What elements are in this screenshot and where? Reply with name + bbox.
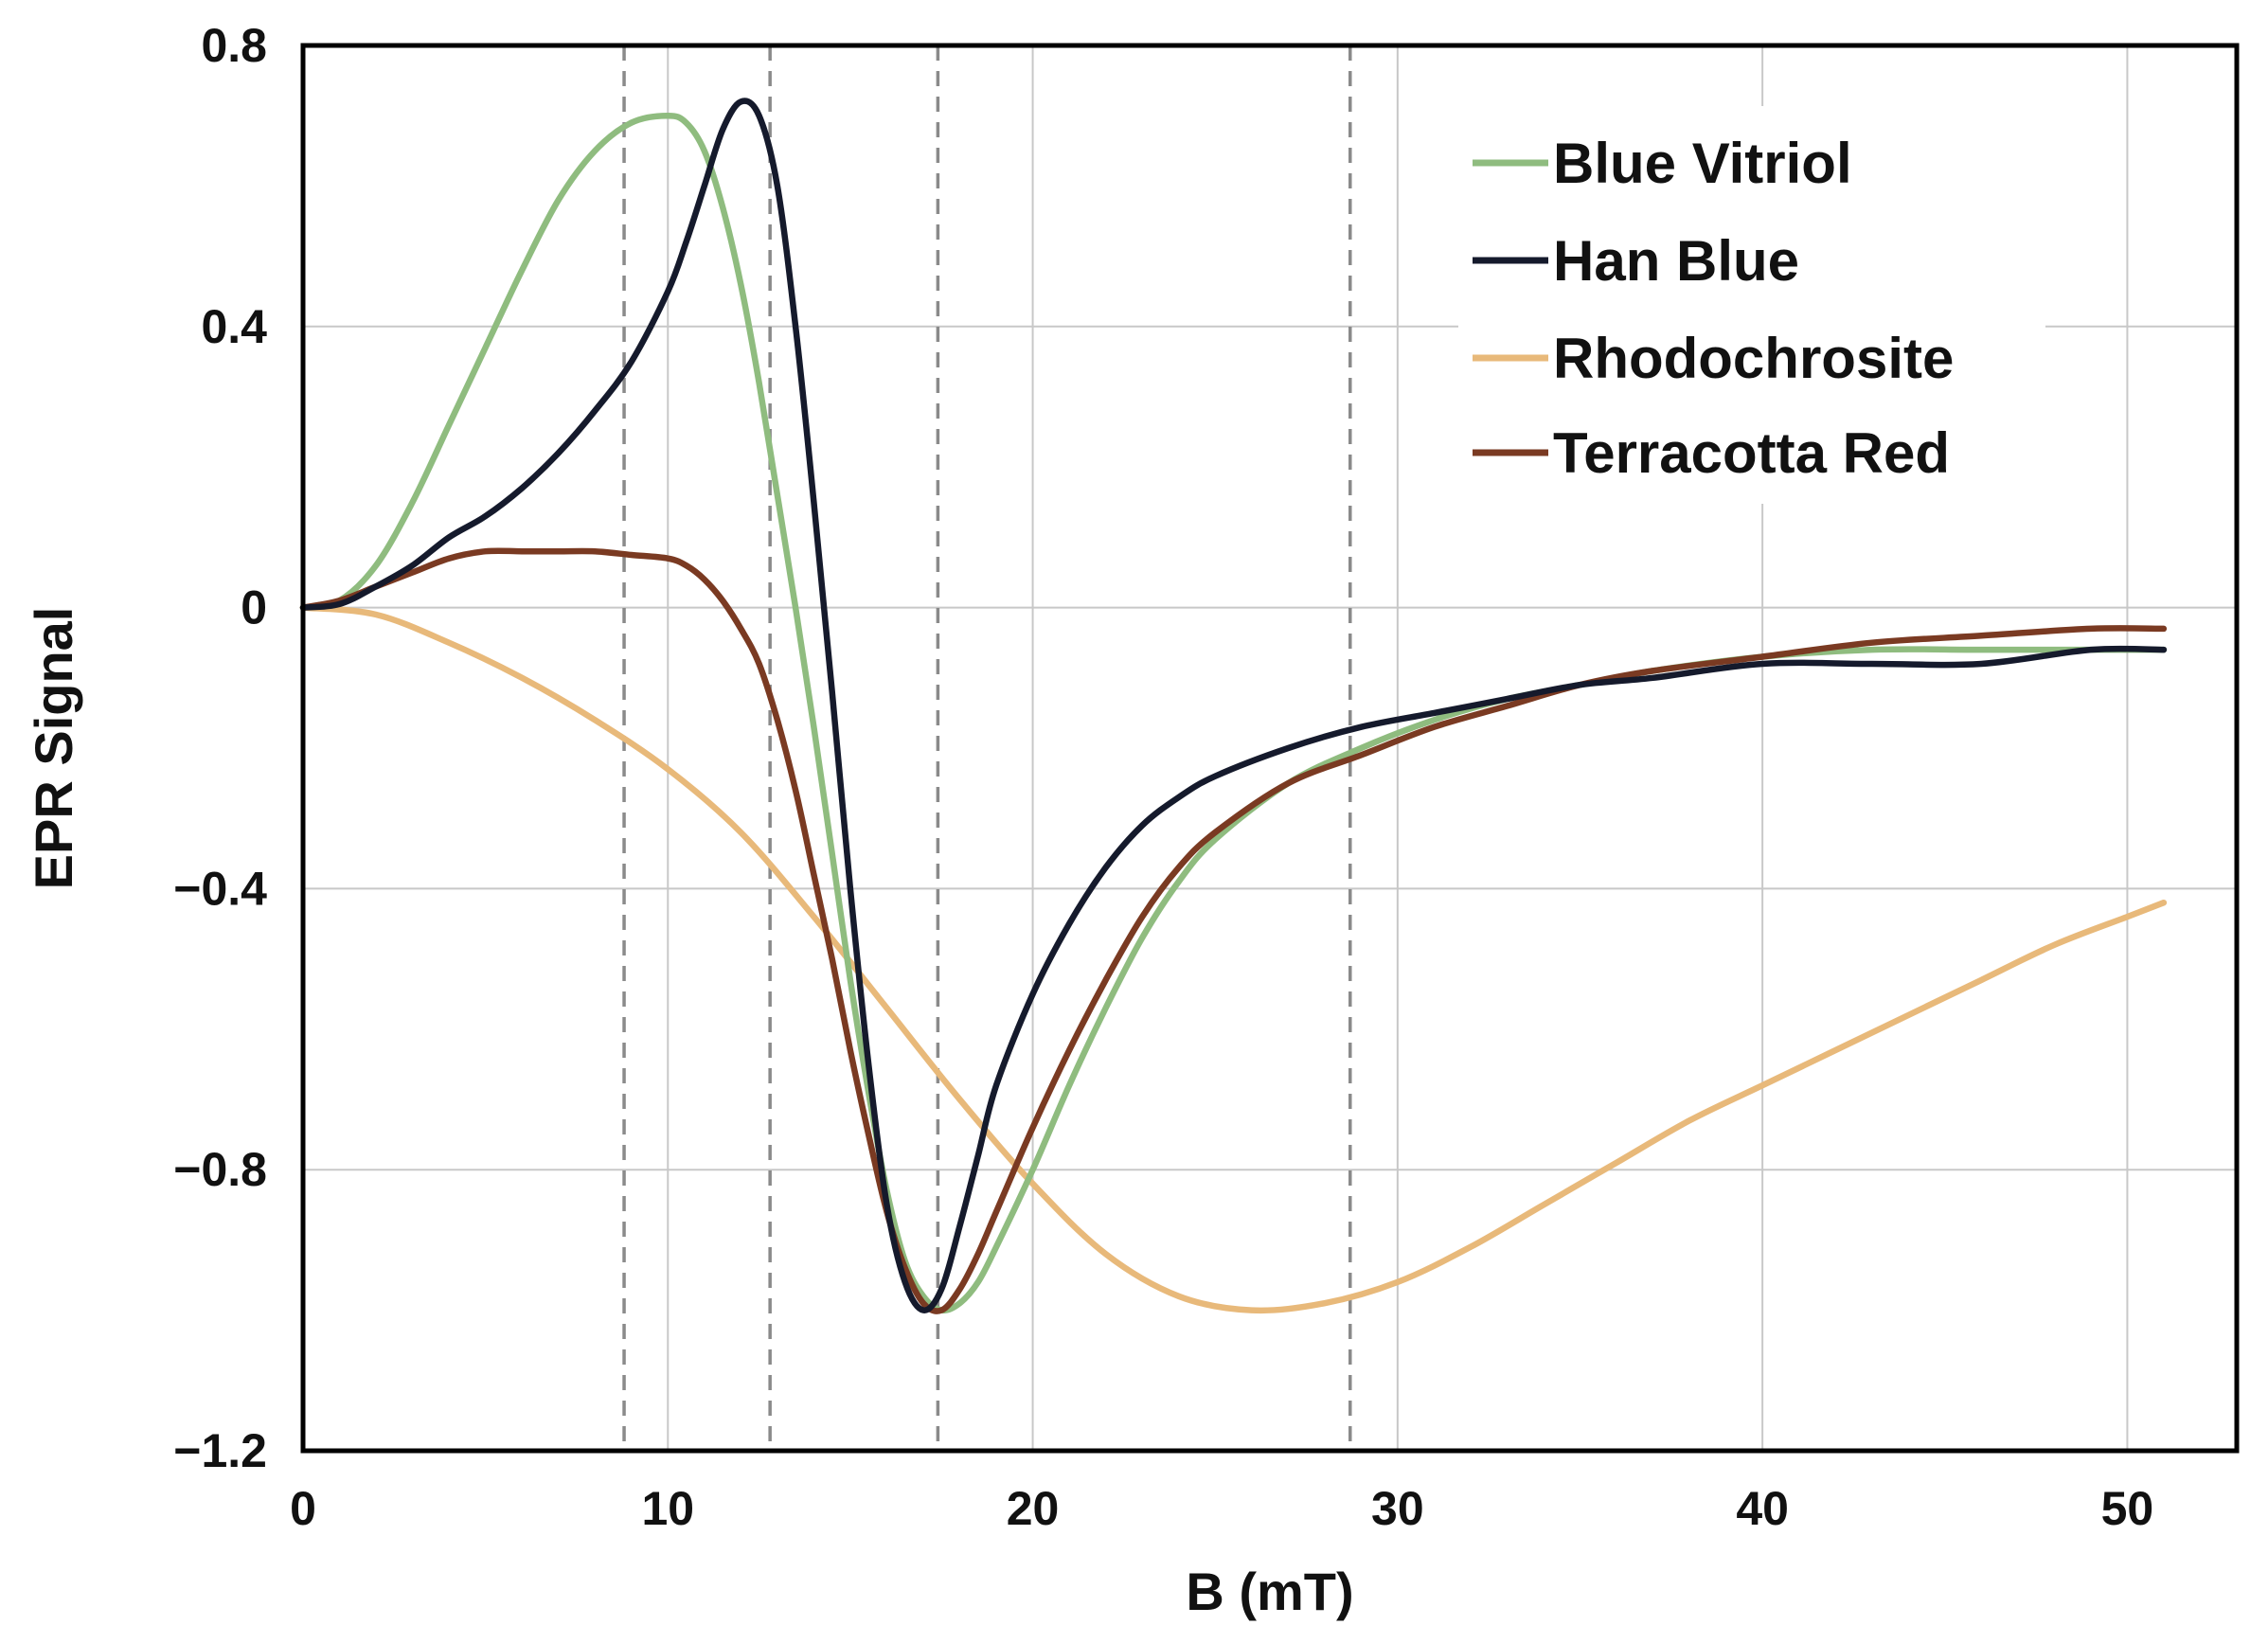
legend-label-rhodochrosite: Rhodochrosite — [1553, 327, 1954, 390]
legend: Blue Vitriol Han Blue Rhodochrosite Terr… — [1458, 106, 2045, 504]
series-line-han-blue — [299, 98, 2168, 1313]
series-line-rhodochrosite — [299, 604, 2168, 1314]
series-lines — [299, 98, 2168, 1314]
plot-frame — [300, 43, 2240, 1454]
reference-lines — [622, 45, 1352, 1451]
legend-label-blue-vitriol: Blue Vitriol — [1553, 132, 1852, 195]
y-tick-labels: 0.8 0.4 0 −0.4 −0.8 −1.2 — [173, 19, 267, 1477]
legend-label-han-blue: Han Blue — [1553, 229, 1799, 293]
grid-lines — [302, 45, 2237, 1452]
series-line-terracotta-red — [299, 547, 2168, 1314]
y-tick-label: −0.8 — [173, 1143, 267, 1196]
y-tick-label: 0.8 — [201, 19, 267, 72]
x-tick-label: 10 — [641, 1482, 694, 1535]
x-tick-label: 30 — [1371, 1482, 1424, 1535]
x-tick-label: 20 — [1007, 1482, 1060, 1535]
legend-background — [1458, 106, 2045, 504]
x-tick-label: 50 — [2101, 1482, 2154, 1535]
y-tick-label: 0.4 — [201, 300, 267, 353]
y-axis-title: EPR Signal — [24, 607, 83, 890]
y-tick-label: −1.2 — [173, 1424, 267, 1477]
y-tick-label: −0.4 — [173, 862, 267, 915]
legend-label-terracotta-red: Terracotta Red — [1553, 421, 1950, 485]
x-axis-title: B (mT) — [1186, 1562, 1353, 1621]
x-tick-labels: 0 10 20 30 40 50 — [290, 1482, 2153, 1535]
x-tick-label: 0 — [290, 1482, 316, 1535]
y-tick-label: 0 — [241, 581, 267, 634]
x-tick-label: 40 — [1736, 1482, 1789, 1535]
